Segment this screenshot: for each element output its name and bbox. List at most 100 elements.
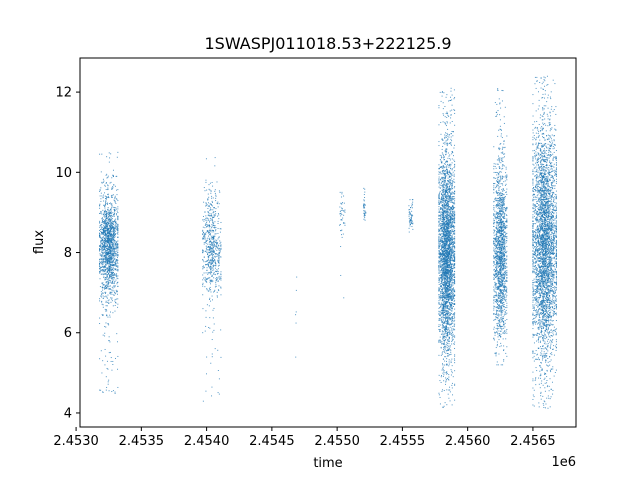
data-point bbox=[439, 219, 441, 221]
data-point bbox=[114, 292, 116, 294]
data-point bbox=[409, 213, 411, 215]
data-point bbox=[442, 244, 444, 246]
data-point bbox=[452, 238, 454, 240]
data-point bbox=[113, 228, 115, 230]
data-point bbox=[448, 277, 450, 279]
data-point bbox=[451, 239, 453, 241]
data-point bbox=[107, 251, 109, 253]
data-point bbox=[446, 197, 448, 199]
data-point bbox=[110, 181, 112, 183]
data-point bbox=[217, 232, 219, 234]
data-point bbox=[104, 234, 106, 236]
data-point bbox=[451, 241, 453, 243]
data-point bbox=[446, 293, 448, 295]
data-point bbox=[216, 295, 218, 297]
data-point bbox=[218, 257, 220, 259]
data-point bbox=[438, 242, 440, 244]
data-point bbox=[113, 210, 115, 212]
data-point bbox=[209, 230, 211, 232]
data-point bbox=[217, 245, 219, 247]
data-point bbox=[103, 273, 105, 275]
data-point bbox=[441, 317, 443, 319]
data-point bbox=[103, 266, 105, 268]
data-point bbox=[443, 343, 445, 345]
data-point bbox=[454, 124, 456, 126]
data-point bbox=[445, 253, 447, 255]
data-point bbox=[109, 249, 111, 251]
data-point bbox=[106, 258, 108, 260]
data-point bbox=[112, 259, 114, 261]
data-point bbox=[453, 325, 455, 327]
data-point bbox=[106, 243, 108, 245]
data-point bbox=[216, 253, 218, 255]
data-point bbox=[209, 241, 211, 242]
data-point bbox=[443, 194, 445, 196]
data-point bbox=[109, 219, 111, 220]
data-point bbox=[450, 275, 452, 277]
data-point bbox=[449, 319, 451, 321]
data-point bbox=[111, 247, 113, 249]
data-point bbox=[446, 249, 448, 251]
data-point bbox=[341, 214, 343, 216]
data-point bbox=[453, 231, 455, 233]
data-point bbox=[101, 232, 103, 234]
data-point bbox=[117, 298, 119, 300]
data-point bbox=[203, 243, 205, 245]
data-point bbox=[441, 271, 443, 273]
data-point bbox=[440, 238, 442, 240]
data-point bbox=[445, 331, 447, 333]
data-point bbox=[454, 264, 456, 266]
data-point bbox=[216, 240, 218, 242]
data-point bbox=[107, 193, 109, 195]
data-point bbox=[110, 273, 112, 275]
data-point bbox=[205, 325, 207, 327]
data-point bbox=[445, 176, 447, 178]
data-point bbox=[110, 212, 112, 214]
data-point bbox=[450, 210, 452, 212]
data-point bbox=[107, 195, 109, 197]
data-point bbox=[99, 226, 101, 228]
data-point bbox=[202, 285, 204, 287]
data-point bbox=[441, 204, 443, 206]
data-point bbox=[219, 242, 221, 244]
data-point bbox=[444, 171, 446, 173]
data-point bbox=[210, 219, 212, 221]
data-point bbox=[441, 258, 443, 260]
data-point bbox=[442, 323, 444, 325]
data-point bbox=[109, 291, 111, 293]
data-point bbox=[438, 242, 440, 244]
data-point bbox=[106, 288, 108, 290]
data-point bbox=[113, 250, 115, 252]
data-point bbox=[442, 108, 444, 110]
data-point bbox=[211, 224, 213, 226]
data-point bbox=[109, 252, 111, 254]
data-point bbox=[446, 298, 448, 300]
data-point bbox=[450, 143, 452, 145]
data-point bbox=[450, 211, 452, 213]
data-point bbox=[441, 239, 443, 241]
data-point bbox=[339, 224, 341, 226]
data-point bbox=[443, 317, 445, 319]
data-point bbox=[113, 223, 115, 225]
data-point bbox=[450, 272, 452, 274]
data-point bbox=[112, 252, 114, 254]
data-point bbox=[111, 223, 113, 225]
data-point bbox=[211, 281, 213, 283]
data-point bbox=[444, 303, 446, 305]
data-point bbox=[106, 285, 108, 287]
data-point bbox=[449, 250, 451, 252]
data-point bbox=[218, 264, 220, 266]
data-point bbox=[453, 226, 455, 228]
data-point bbox=[108, 210, 110, 212]
data-point bbox=[210, 273, 212, 275]
data-point bbox=[445, 284, 447, 286]
data-point bbox=[450, 254, 452, 256]
data-point bbox=[444, 306, 446, 308]
data-point bbox=[448, 179, 450, 181]
data-point bbox=[454, 144, 456, 146]
data-point bbox=[113, 294, 115, 296]
data-point bbox=[453, 255, 455, 257]
data-point bbox=[101, 251, 103, 253]
data-point bbox=[100, 246, 102, 248]
data-point bbox=[363, 203, 365, 205]
